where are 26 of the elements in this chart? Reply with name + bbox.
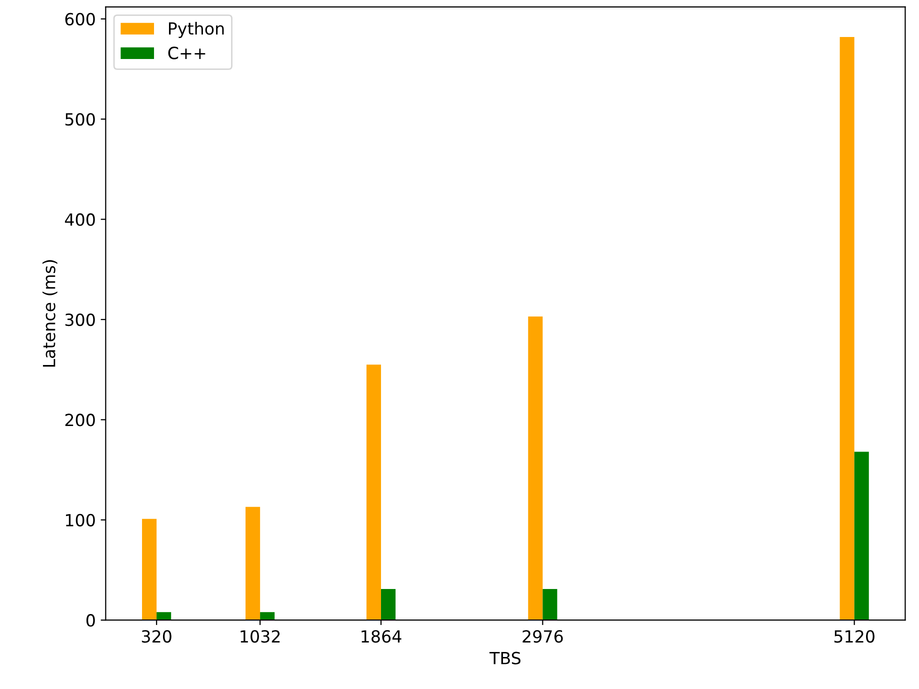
bar [542,589,558,620]
y-axis-title: Latence (ms) [42,260,58,367]
x-tick-label: 320 [142,630,172,643]
bar [246,506,260,620]
bar [381,589,396,620]
x-tick-label: 2976 [522,630,563,643]
y-tick-label: 200 [65,414,95,426]
x-tick-label: 1032 [240,630,280,643]
y-tick-label: 400 [64,213,95,226]
bar [142,518,157,620]
x-axis-title: TBS [489,652,520,664]
x-tick-label: 5120 [834,630,874,643]
bar [528,316,543,620]
y-tick-label: 300 [65,313,95,326]
bar [260,612,275,620]
bar [366,364,382,620]
bar [854,452,869,620]
y-tick-label: 0 [86,614,95,627]
y-tick-label: 100 [66,514,95,526]
y-tick-label: 600 [65,12,95,26]
bar [156,612,172,620]
legend-label: Python [168,22,224,38]
y-tick-label: 500 [65,113,95,126]
x-tick-label: 1864 [362,630,402,643]
bar [840,36,854,620]
legend-label: C++ [168,46,206,60]
